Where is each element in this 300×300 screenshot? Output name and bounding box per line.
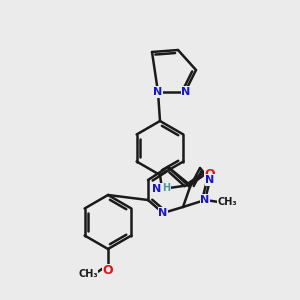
Text: N: N — [158, 208, 168, 218]
Text: CH₃: CH₃ — [217, 197, 237, 207]
Text: N: N — [153, 87, 163, 97]
Text: N: N — [200, 195, 210, 205]
Text: CH₃: CH₃ — [78, 269, 98, 279]
Text: H: H — [162, 183, 170, 193]
Text: N: N — [206, 175, 214, 185]
Text: N: N — [182, 87, 190, 97]
Text: O: O — [205, 167, 215, 181]
Text: N: N — [152, 184, 162, 194]
Text: O: O — [103, 265, 113, 278]
